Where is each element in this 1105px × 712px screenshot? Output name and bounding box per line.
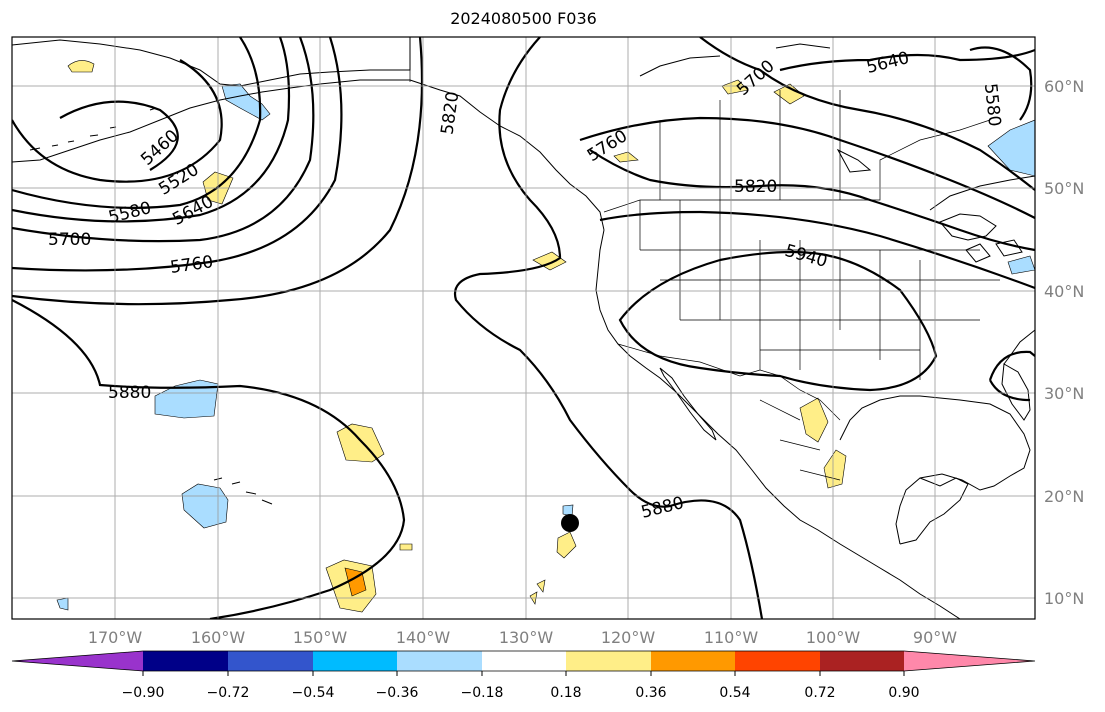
colorbar-segment — [143, 651, 228, 671]
lon-tick-label: 100°W — [806, 628, 861, 647]
colorbar-tick-label: −0.18 — [461, 685, 504, 701]
latitude-ticks: 60°N 50°N 40°N 30°N 20°N 10°N — [1044, 77, 1084, 608]
colorbar-tick-label: −0.36 — [376, 685, 419, 701]
storm-marker — [561, 514, 579, 532]
contour-5640-east — [779, 48, 1035, 72]
negative-anomaly-area — [987, 119, 1035, 177]
contour-5880-atlantic — [988, 350, 1035, 402]
lat-tick-label: 40°N — [1044, 282, 1084, 301]
map-gridlines — [12, 37, 1035, 619]
lon-tick-label: 120°W — [601, 628, 656, 647]
lon-tick-label: 110°W — [704, 628, 759, 647]
colorbar-segment — [566, 651, 651, 671]
colorbar-ticks — [142, 671, 905, 676]
longitude-ticks: 170°W 160°W 150°W 140°W 130°W 120°W 110°… — [88, 628, 957, 647]
colorbar-segment — [228, 651, 313, 671]
colorbar-segment — [313, 651, 397, 671]
colorbar-segment — [482, 651, 566, 671]
colorbar-tick-label: −0.90 — [122, 685, 165, 701]
negative-anomaly-area — [56, 597, 69, 611]
canada-us-border — [603, 119, 991, 213]
colorbar-segment — [397, 651, 482, 671]
contour-5580-east — [969, 46, 1033, 121]
colorbar-segment — [735, 651, 820, 671]
positive-anomaly-area — [721, 79, 749, 95]
contour-5760-east — [579, 116, 1035, 219]
contour-5940 — [618, 250, 938, 392]
lat-tick-label: 30°N — [1044, 384, 1084, 403]
contour-5880-west — [12, 299, 406, 619]
map-frame — [11, 36, 1036, 620]
positive-anomaly-area — [799, 397, 829, 443]
lat-tick-label: 50°N — [1044, 179, 1084, 198]
lat-tick-label: 20°N — [1044, 487, 1084, 506]
colorbar-segment — [820, 651, 904, 671]
north-america-west-coast — [595, 229, 961, 619]
negative-anomaly-area — [221, 83, 271, 121]
negative-anomaly-area — [1007, 255, 1035, 275]
lat-tick-label: 10°N — [1044, 589, 1084, 608]
map-background — [12, 37, 1035, 619]
canadian-province-lines — [659, 90, 841, 200]
lon-tick-label: 130°W — [499, 628, 554, 647]
canadian-archipelago — [639, 43, 872, 173]
positive-anomaly-area — [613, 151, 639, 163]
baja-california — [659, 367, 717, 441]
alaska-panhandle-coast — [409, 79, 605, 231]
contour-label: 5700 — [48, 230, 91, 250]
positive-anomaly-area — [823, 449, 847, 489]
central-america-coast — [899, 477, 969, 545]
positive-anomaly-area — [399, 543, 413, 551]
lon-tick-label: 140°W — [396, 628, 451, 647]
contour-5880-east — [453, 37, 764, 619]
height-contours — [12, 37, 1035, 619]
east-coast — [1003, 329, 1035, 365]
lon-tick-label: 160°W — [191, 628, 246, 647]
florida-peninsula — [1001, 363, 1031, 421]
contour-5820-south — [599, 210, 1035, 290]
hudson-bay-coast — [929, 175, 1035, 211]
colorbar-tick-label: 0.72 — [804, 685, 835, 701]
colorbar — [11, 650, 1036, 672]
colorbar-tick-labels: −0.90 −0.72 −0.54 −0.36 −0.18 0.18 0.36 … — [122, 685, 920, 701]
positive-anomaly-area — [536, 579, 546, 593]
colorbar-tick-label: 0.90 — [888, 685, 919, 701]
alaska-mainland-coast — [12, 37, 411, 87]
lon-tick-label: 90°W — [913, 628, 957, 647]
colorbar-segment — [651, 651, 735, 671]
colorbar-tick-label: −0.54 — [292, 685, 335, 701]
positive-anomaly-area — [67, 60, 95, 73]
negative-anomaly-area — [154, 379, 219, 419]
contour-5820-east — [589, 149, 1035, 252]
positive-anomaly-area — [556, 531, 577, 559]
colorbar-tick-label: 0.36 — [635, 685, 666, 701]
contour-label: 5820 — [734, 177, 777, 197]
contour-5700 — [12, 37, 315, 243]
lat-tick-label: 60°N — [1044, 77, 1084, 96]
colorbar-tick-label: 0.18 — [550, 685, 581, 701]
contour-5460 — [59, 100, 179, 171]
colorbar-segment — [12, 651, 143, 671]
colorbar-segment — [904, 651, 1035, 671]
great-lakes — [939, 213, 1023, 263]
contour-label: 5580 — [980, 82, 1004, 127]
colorbar-tick-label: 0.54 — [719, 685, 750, 701]
chart-title: 2024080500 F036 — [450, 9, 597, 28]
negative-anomaly-area — [181, 483, 229, 529]
positive-anomaly-area — [532, 251, 567, 271]
gulf-of-mexico-coast — [839, 395, 1031, 545]
contour-5580 — [12, 37, 262, 209]
contour-label: 5880 — [108, 383, 151, 403]
alaska-peninsula-coast — [12, 79, 410, 163]
lon-tick-label: 150°W — [293, 628, 348, 647]
lon-tick-label: 170°W — [88, 628, 143, 647]
contour-5760 — [12, 37, 343, 272]
contour-5700-east — [699, 37, 1035, 191]
colorbar-tick-label: −0.72 — [207, 685, 250, 701]
contour-5820-west — [12, 37, 424, 306]
contour-5520 — [12, 59, 223, 183]
contour-5640 — [12, 37, 291, 223]
